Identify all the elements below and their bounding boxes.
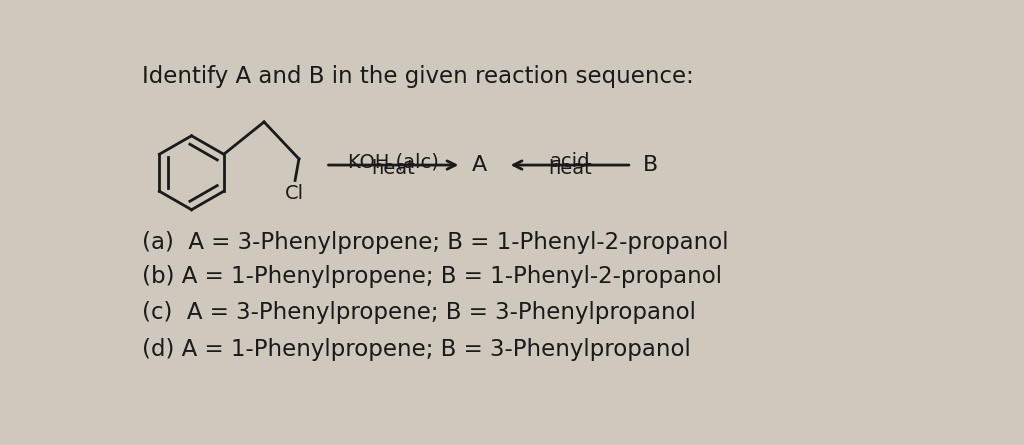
Text: (c)  A = 3-Phenylpropene; B = 3-Phenylpropanol: (c) A = 3-Phenylpropene; B = 3-Phenylpro… (142, 301, 696, 324)
Text: acid: acid (550, 152, 590, 171)
Text: heat: heat (372, 159, 416, 178)
Text: KOH (alc): KOH (alc) (348, 152, 439, 171)
Text: (d) A = 1-Phenylpropene; B = 3-Phenylpropanol: (d) A = 1-Phenylpropene; B = 3-Phenylpro… (142, 338, 691, 361)
Text: A: A (472, 155, 487, 175)
Text: heat: heat (548, 159, 592, 178)
Text: Cl: Cl (285, 183, 304, 202)
Text: B: B (643, 155, 657, 175)
Text: (b) A = 1-Phenylpropene; B = 1-Phenyl-2-propanol: (b) A = 1-Phenylpropene; B = 1-Phenyl-2-… (142, 265, 722, 288)
Text: (a)  A = 3-Phenylpropene; B = 1-Phenyl-2-propanol: (a) A = 3-Phenylpropene; B = 1-Phenyl-2-… (142, 231, 728, 254)
Text: Identify A and B in the given reaction sequence:: Identify A and B in the given reaction s… (142, 65, 693, 88)
